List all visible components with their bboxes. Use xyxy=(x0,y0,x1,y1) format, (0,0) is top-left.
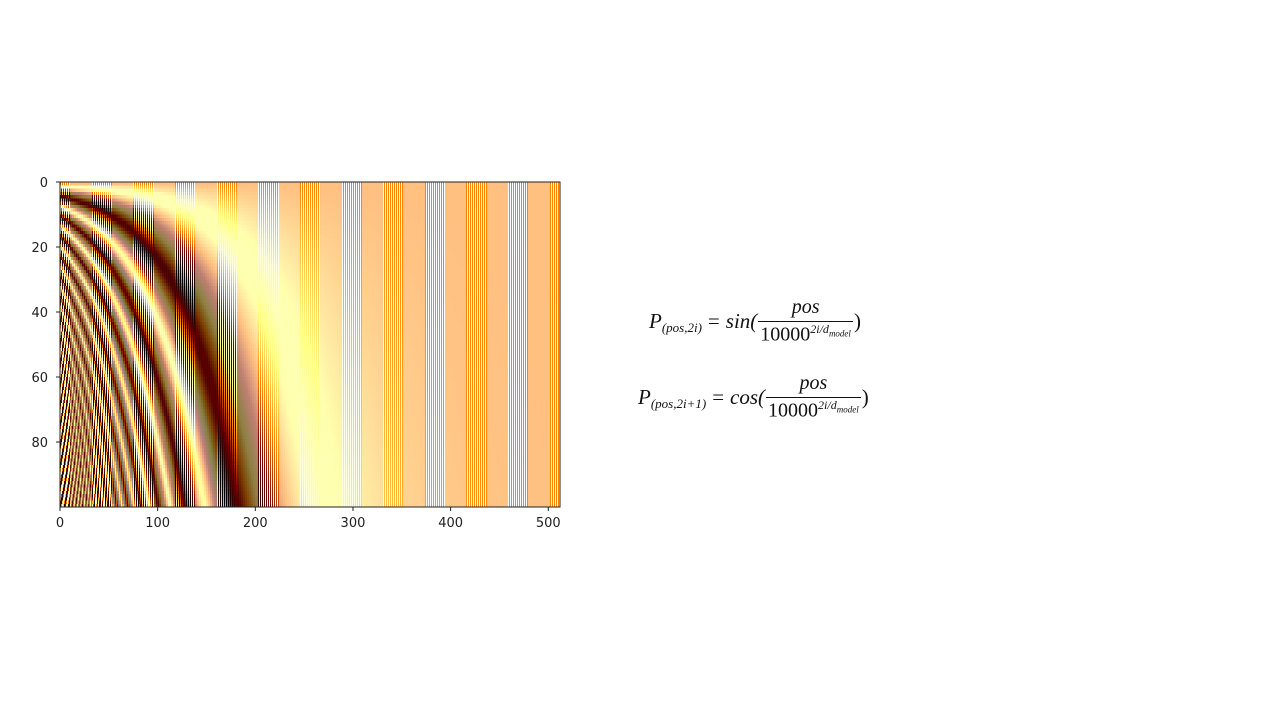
x-tick-label: 200 xyxy=(243,516,268,531)
sin-function: sin( xyxy=(725,308,758,333)
sin-fraction: pos 100002i/dmodel xyxy=(758,296,853,347)
sin-exponent-subscript: model xyxy=(828,328,851,339)
cos-lhs: P xyxy=(638,384,651,409)
plot-area xyxy=(59,181,561,508)
y-axis: 0 20 40 60 80 xyxy=(31,176,60,451)
y-tick-label: 40 xyxy=(31,306,48,321)
x-axis: 0 100 200 300 400 500 xyxy=(56,507,561,531)
sin-denominator-base: 10000 xyxy=(760,323,811,346)
cos-close-paren: ) xyxy=(861,384,869,409)
cos-lhs-subscript: (pos,2i+1) xyxy=(650,396,707,412)
cos-equals: = xyxy=(712,384,725,409)
sin-lhs: P xyxy=(649,308,662,333)
cos-fraction: pos 100002i/dmodel xyxy=(766,372,861,423)
cos-function: cos( xyxy=(730,384,766,409)
sin-equals: = xyxy=(707,308,720,333)
heatmap-cells xyxy=(60,182,560,507)
y-tick-label: 80 xyxy=(31,436,48,451)
sin-lhs-subscript: (pos,2i) xyxy=(661,320,702,336)
plot-frame xyxy=(59,181,561,508)
sin-close-paren: ) xyxy=(853,308,861,333)
cos-denominator: 100002i/dmodel xyxy=(766,397,861,423)
x-tick-label: 0 xyxy=(56,516,64,531)
cos-exponent: 2i/d xyxy=(818,398,837,412)
cos-denominator-base: 10000 xyxy=(768,399,819,422)
cos-exponent-subscript: model xyxy=(836,404,859,415)
cos-numerator: pos xyxy=(799,372,828,394)
x-tick-label: 500 xyxy=(536,516,561,531)
x-tick-label: 300 xyxy=(341,516,366,531)
y-tick-label: 0 xyxy=(40,176,48,191)
sin-denominator: 100002i/dmodel xyxy=(758,321,853,347)
cos-formula: P (pos,2i+1) = cos( pos 100002i/dmodel ) xyxy=(638,372,869,423)
y-tick-label: 60 xyxy=(31,371,48,386)
sin-exponent: 2i/d xyxy=(810,322,829,336)
x-tick-label: 100 xyxy=(145,516,170,531)
sin-numerator: pos xyxy=(791,296,820,318)
y-tick-label: 20 xyxy=(31,241,48,256)
sin-formula: P (pos,2i) = sin( pos 100002i/dmodel ) xyxy=(649,296,861,347)
x-tick-label: 400 xyxy=(438,516,463,531)
